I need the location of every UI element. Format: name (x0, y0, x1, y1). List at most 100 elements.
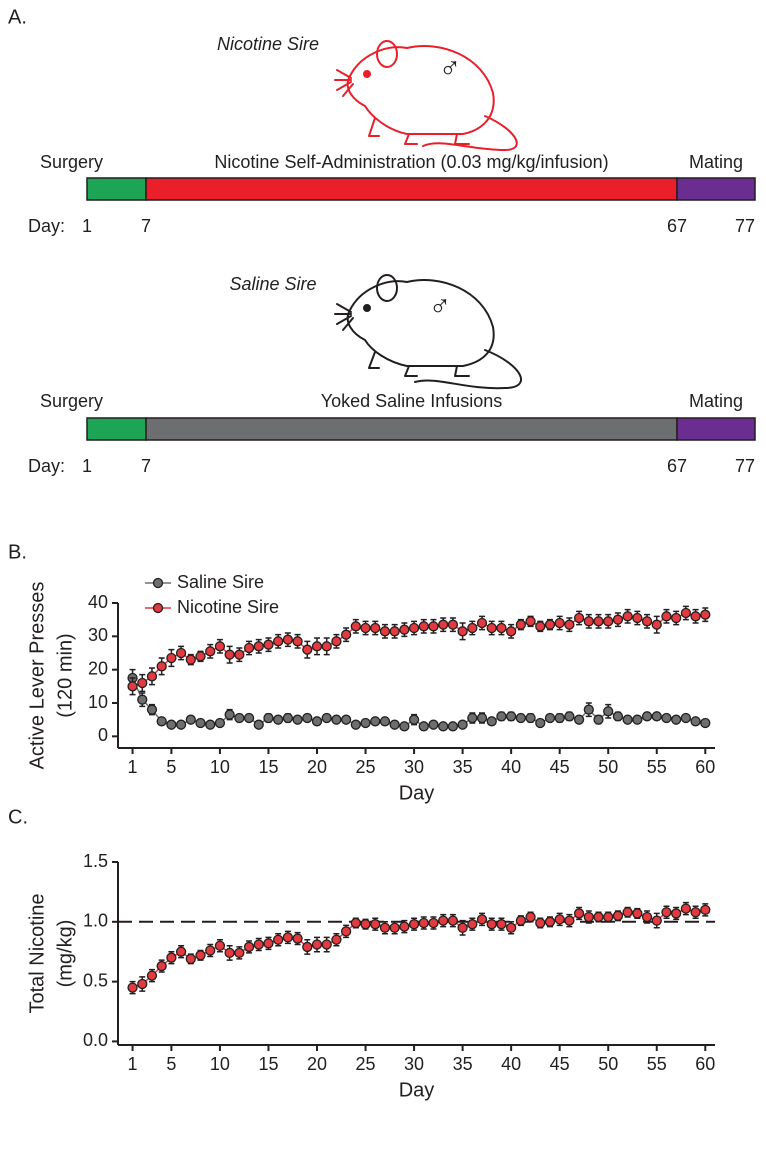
data-point (156, 960, 167, 972)
data-point (350, 719, 361, 730)
data-point (515, 619, 527, 630)
data-point (515, 915, 527, 926)
data-point (476, 712, 488, 724)
phase-bar (86, 417, 147, 441)
data-point (622, 611, 633, 622)
data-point (408, 622, 420, 634)
phase-label: Nicotine Self-Administration (0.03 mg/kg… (214, 152, 608, 172)
y-tick-label: 0.0 (83, 1030, 108, 1050)
data-point (321, 641, 332, 652)
data-point (564, 915, 575, 926)
data-point (671, 612, 682, 624)
data-point (399, 921, 410, 932)
data-point (292, 933, 303, 944)
x-tick-label: 40 (501, 757, 521, 777)
data-point (408, 919, 420, 930)
day-tick-label: 7 (141, 216, 151, 236)
data-point (680, 712, 692, 724)
data-point (564, 619, 575, 630)
x-tick-label: 1 (128, 1054, 138, 1074)
x-tick-label: 40 (501, 1054, 521, 1074)
y-axis-title: (120 min) (54, 633, 76, 717)
data-point (661, 611, 672, 622)
panel-label: A. (8, 6, 27, 28)
x-tick-label: 35 (453, 1054, 473, 1074)
data-point (544, 916, 556, 927)
data-point (127, 982, 138, 993)
data-point (195, 717, 206, 729)
rat-nicotine (334, 40, 518, 151)
data-point (340, 926, 352, 937)
rat-saline (334, 274, 522, 390)
y-tick-label: 0.5 (83, 970, 108, 990)
y-axis-title: Total Nicotine (26, 893, 48, 1013)
data-point (175, 719, 187, 730)
legend-label: Saline Sire (177, 572, 264, 592)
data-point (476, 617, 488, 629)
data-point (195, 950, 206, 961)
data-point (700, 717, 711, 729)
phase-label: Mating (689, 152, 743, 172)
data-point (690, 716, 701, 727)
data-point (593, 714, 604, 725)
data-point (428, 917, 439, 929)
data-point (525, 911, 536, 923)
data-point (263, 712, 274, 724)
data-point (418, 917, 429, 929)
phase-label: Surgery (40, 152, 103, 172)
data-point (185, 654, 196, 665)
phase-label: Mating (689, 391, 743, 411)
data-point (641, 911, 653, 923)
phase-bar (145, 177, 678, 201)
data-point (603, 706, 614, 717)
data-point (331, 636, 342, 647)
panel-label: B. (8, 541, 27, 563)
data-point (680, 903, 692, 914)
phase-bar (676, 177, 756, 201)
data-point (370, 919, 381, 930)
legend-marker (152, 602, 164, 614)
data-point (273, 934, 284, 945)
data-point (175, 946, 187, 957)
y-tick-label: 30 (88, 625, 108, 645)
x-tick-label: 55 (647, 1054, 667, 1074)
data-point (496, 622, 507, 634)
data-point (389, 626, 400, 637)
data-point (680, 607, 692, 619)
phase-label: Surgery (40, 391, 103, 411)
y-tick-label: 1.0 (83, 911, 108, 931)
data-point (447, 915, 459, 926)
data-point (632, 908, 643, 919)
panel-label: C. (8, 806, 28, 828)
data-point (302, 712, 313, 724)
data-point (234, 649, 245, 660)
data-point (651, 915, 662, 926)
data-point (457, 626, 468, 637)
sex-symbol: ♂ (429, 290, 452, 323)
data-point (651, 711, 662, 722)
data-point (486, 919, 497, 930)
x-tick-label: 20 (307, 757, 327, 777)
data-point (544, 619, 556, 630)
data-point (253, 641, 264, 652)
x-tick-label: 15 (258, 757, 278, 777)
data-point (263, 639, 274, 650)
phase-bar (86, 177, 147, 201)
y-axis-title: (mg/kg) (54, 920, 76, 988)
data-point (700, 904, 711, 915)
data-point (311, 939, 323, 950)
data-point (156, 661, 167, 672)
x-tick-label: 30 (404, 1054, 424, 1074)
data-point (137, 978, 148, 990)
day-tick-label: 1 (82, 216, 92, 236)
data-point (370, 622, 381, 634)
data-point (273, 714, 284, 725)
data-point (156, 716, 167, 727)
data-point (282, 712, 294, 724)
legend-label: Nicotine Sire (177, 597, 279, 617)
x-tick-label: 5 (166, 1054, 176, 1074)
data-point (263, 938, 274, 949)
data-point (593, 616, 604, 627)
data-point (612, 910, 624, 921)
